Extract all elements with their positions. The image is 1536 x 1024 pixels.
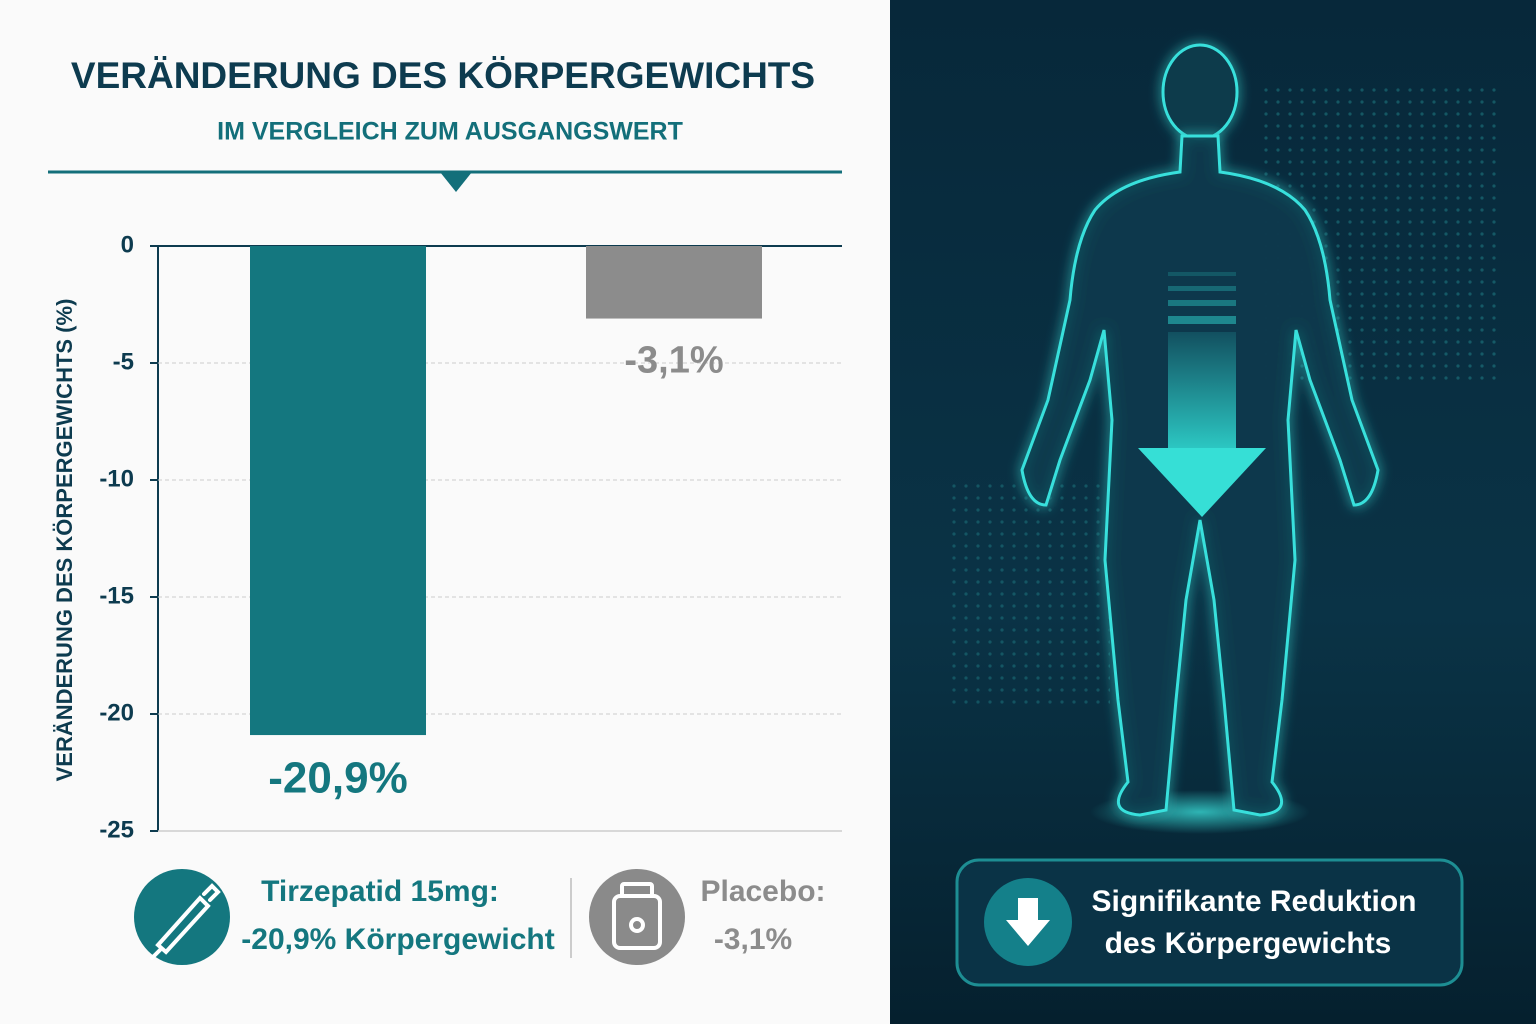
y-tick-label: -5 (113, 348, 134, 375)
arrow-shaft (1168, 332, 1236, 448)
down-arrow-icon (1006, 898, 1050, 946)
dot-pattern (950, 480, 1110, 710)
chart-title: VERÄNDERUNG DES KÖRPERGEWICHTS (71, 55, 815, 96)
y-tick-label: -25 (99, 816, 134, 843)
y-tick-label: -15 (99, 582, 134, 609)
legend-name: Placebo: (700, 875, 825, 908)
left-panel (0, 0, 890, 1024)
legend-name: Tirzepatid 15mg: (261, 875, 499, 908)
callout-text: Signifikante Reduktion (1091, 885, 1416, 918)
value-label: -20,9% (268, 754, 407, 803)
arrow-stripes (1168, 272, 1236, 324)
callout-box (955, 858, 1464, 987)
bar (250, 246, 426, 736)
arrow-head (1138, 448, 1266, 517)
chart-subtitle: IM VERGLEICH ZUM AUSGANGSWERT (217, 118, 683, 146)
pen-icon (150, 883, 221, 960)
legend-detail: -3,1% (714, 923, 792, 956)
vial-icon (612, 882, 662, 950)
figure-head (1161, 43, 1239, 141)
legend-detail: -20,9% Körpergewicht (241, 923, 554, 956)
y-axis-label: VERÄNDERUNG DES KÖRPERGEWICHTS (%) (52, 299, 77, 782)
divider-pointer (440, 172, 472, 192)
bar (586, 246, 762, 319)
y-tick-label: 0 (121, 231, 134, 258)
y-tick-label: -20 (99, 699, 134, 726)
value-label: -3,1% (624, 340, 723, 382)
y-tick-label: -10 (99, 465, 134, 492)
callout-text: des Körpergewichts (1105, 927, 1392, 960)
